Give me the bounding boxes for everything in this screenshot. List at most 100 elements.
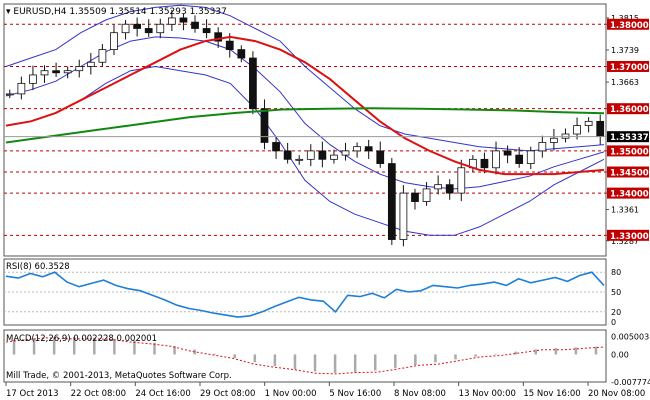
rsi-tick-label: 20 [611, 308, 621, 317]
price-tick-label: 1.3361 [611, 206, 639, 215]
bollinger-lower-band [5, 65, 605, 236]
candle-body [306, 150, 315, 160]
candle-body [387, 163, 396, 240]
level-price-badge [607, 187, 649, 199]
level-price-label: 1.34000 [610, 190, 649, 200]
level-price-badge [607, 229, 649, 241]
price-tick-label: 1.3287 [611, 237, 639, 246]
candle-body [492, 150, 500, 169]
price-tick-label: 1.3663 [611, 78, 639, 87]
time-tick-label: 17 Oct 2013 [6, 389, 59, 399]
candle-body [538, 142, 547, 152]
candle-body [98, 49, 107, 63]
rsi-tick-label: 80 [611, 268, 621, 277]
level-price-badge [607, 103, 649, 115]
candle-body [318, 150, 327, 160]
candle-body [249, 57, 257, 110]
candle-body [214, 32, 223, 42]
candle-body [260, 108, 269, 143]
candle-body [156, 23, 165, 34]
chart-title: ▾ EURUSD,H4 1.35509 1.35514 1.35293 1.35… [6, 7, 227, 17]
time-tick-label: 1 Nov 00:00 [265, 389, 317, 399]
level-price-badge [607, 166, 649, 178]
moving-average-slow-line [5, 107, 605, 144]
candle-body [63, 70, 72, 74]
candle-body [434, 184, 443, 190]
candle-body [133, 23, 142, 29]
time-tick-label: 5 Nov 16:00 [329, 389, 381, 399]
candle-body [202, 28, 211, 34]
candle-body [376, 150, 385, 164]
price-tick-label: 1.3739 [611, 46, 639, 55]
candle-body [480, 158, 489, 169]
pane-macd [3, 329, 607, 383]
last-price-badge [607, 131, 649, 143]
rsi-tick-label: 0 [611, 318, 616, 327]
moving-average-fast-line [5, 35, 605, 176]
rsi-title: RSI(8) 60.3528 [6, 262, 70, 272]
level-price-label: 1.38000 [610, 21, 649, 31]
candle-body [237, 49, 246, 59]
candle-body [167, 17, 176, 25]
level-price-label: 1.33000 [610, 232, 649, 242]
macd-title: MACD(12,26,9) 0.002228 0.002001 [6, 334, 157, 344]
candle-body [341, 150, 350, 156]
candle-body [515, 154, 524, 164]
candle-body [225, 40, 234, 50]
candle-body [411, 192, 419, 202]
level-price-label: 1.35000 [610, 147, 649, 157]
macd-tick-label: 0.005003 [611, 333, 649, 342]
candle-body [596, 120, 605, 137]
candle-body [110, 32, 118, 50]
level-price-label: 1.37000 [610, 63, 649, 73]
candle-body [86, 61, 95, 67]
level-price-badge [607, 60, 649, 72]
candle-body [561, 133, 570, 139]
candle-body [29, 74, 37, 84]
level-price-badge [607, 145, 649, 157]
candle-body [584, 120, 593, 126]
rsi-tick-label: 50 [611, 288, 621, 297]
time-tick-label: 24 Oct 16:00 [135, 389, 190, 399]
candle-body [353, 146, 361, 152]
candle-body [330, 154, 338, 160]
last-price-label: 1.35337 [610, 133, 649, 143]
time-tick-label: 20 Nov 08:00 [588, 389, 645, 399]
candle-body [445, 184, 454, 194]
candle-body [272, 142, 280, 152]
candle-body [364, 146, 373, 152]
candle-body [17, 82, 26, 95]
candle-body [526, 150, 535, 164]
candle-body [5, 93, 14, 96]
time-tick-label: 15 Nov 16:00 [523, 389, 580, 399]
time-tick-label: 22 Oct 08:00 [71, 389, 126, 399]
candle-body [40, 70, 49, 76]
candle-body [179, 17, 188, 23]
time-tick-label: 29 Oct 08:00 [200, 389, 255, 399]
candle-body [295, 158, 304, 161]
candle-body [52, 70, 60, 74]
bollinger-upper-band [5, 4, 605, 152]
level-price-label: 1.36000 [610, 105, 649, 115]
time-tick-label: 8 Nov 08:00 [394, 389, 446, 399]
candle-body [573, 125, 581, 135]
time-tick-label: 13 Nov 00:00 [459, 389, 516, 399]
macd-tick-label: 0.00 [611, 350, 629, 359]
rsi-line [5, 271, 605, 318]
level-price-badge [607, 18, 649, 30]
candle-body [283, 150, 292, 160]
copyright-text: Mill Trade, © 2001-2013, MetaQuotes Soft… [6, 371, 232, 381]
candle-body [144, 28, 153, 34]
candle-body [75, 66, 84, 72]
price-tick-label: 1.3815 [611, 14, 639, 23]
candle-body [503, 150, 512, 156]
level-price-label: 1.34500 [610, 169, 649, 179]
candle-body [191, 21, 199, 29]
candle-body [121, 23, 130, 34]
candle-body [457, 167, 466, 194]
candle-body [399, 192, 408, 240]
macd-tick-label: -0.007774 [611, 378, 650, 387]
candle-body [422, 188, 431, 202]
